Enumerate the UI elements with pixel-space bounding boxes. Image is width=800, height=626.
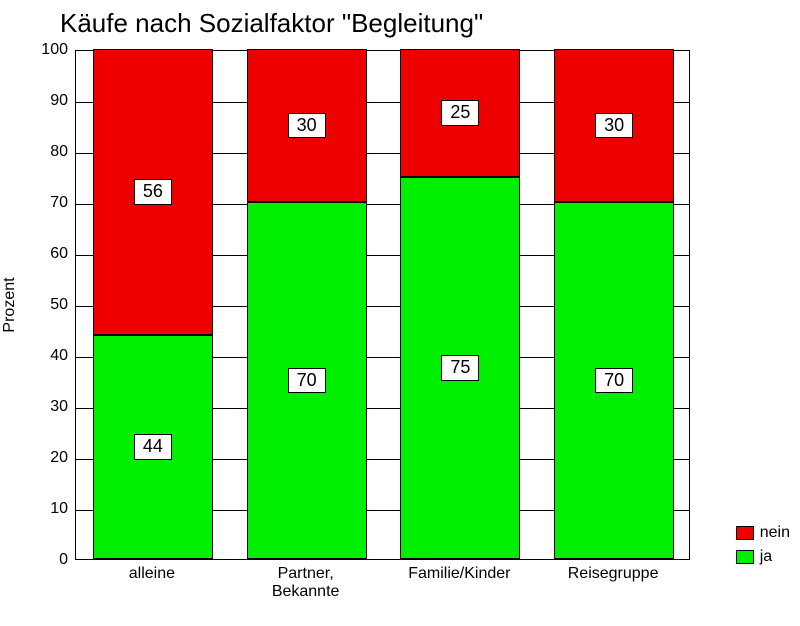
y-tick-label: 10 — [8, 500, 68, 518]
legend-swatch-nein — [736, 526, 754, 540]
y-tick-label: 30 — [8, 398, 68, 416]
bar-segment-nein: 56 — [93, 49, 213, 335]
value-label: 30 — [595, 113, 633, 139]
value-label: 70 — [595, 368, 633, 394]
plot-area: 44 56 70 30 75 25 70 30 — [75, 50, 690, 560]
x-category-label: Familie/Kinder — [383, 565, 537, 583]
value-label: 44 — [134, 434, 172, 460]
bar-segment-ja: 75 — [400, 177, 520, 560]
bar-segment-nein: 30 — [247, 49, 367, 202]
bar-group: 70 30 — [554, 51, 674, 559]
y-tick-label: 100 — [8, 41, 68, 59]
y-tick-label: 60 — [8, 245, 68, 263]
legend-label-nein: nein — [760, 524, 790, 542]
value-label: 30 — [288, 113, 326, 139]
y-tick-label: 0 — [8, 551, 68, 569]
value-label: 25 — [441, 100, 479, 126]
value-label: 56 — [134, 179, 172, 205]
bar-group: 75 25 — [400, 51, 520, 559]
y-tick-label: 20 — [8, 449, 68, 467]
bar-segment-ja: 70 — [554, 202, 674, 559]
legend-item-nein: nein — [736, 524, 790, 542]
x-category-label: alleine — [75, 565, 229, 583]
bar-segment-ja: 44 — [93, 335, 213, 559]
y-tick-label: 50 — [8, 296, 68, 314]
legend-label-ja: ja — [760, 548, 772, 566]
y-tick-label: 90 — [8, 92, 68, 110]
bar-segment-ja: 70 — [247, 202, 367, 559]
chart-title: Käufe nach Sozialfaktor "Begleitung" — [60, 8, 483, 39]
legend-swatch-ja — [736, 550, 754, 564]
chart-container: Käufe nach Sozialfaktor "Begleitung" Pro… — [0, 0, 800, 626]
bar-segment-nein: 25 — [400, 49, 520, 177]
value-label: 75 — [441, 355, 479, 381]
y-tick-label: 40 — [8, 347, 68, 365]
bar-segment-nein: 30 — [554, 49, 674, 202]
y-tick-label: 70 — [8, 194, 68, 212]
x-category-label: Partner, Bekannte — [229, 565, 383, 601]
bar-group: 44 56 — [93, 51, 213, 559]
value-label: 70 — [288, 368, 326, 394]
bar-group: 70 30 — [247, 51, 367, 559]
y-tick-label: 80 — [8, 143, 68, 161]
x-category-label: Reisegruppe — [536, 565, 690, 583]
legend: nein ja — [736, 518, 790, 566]
legend-item-ja: ja — [736, 548, 790, 566]
